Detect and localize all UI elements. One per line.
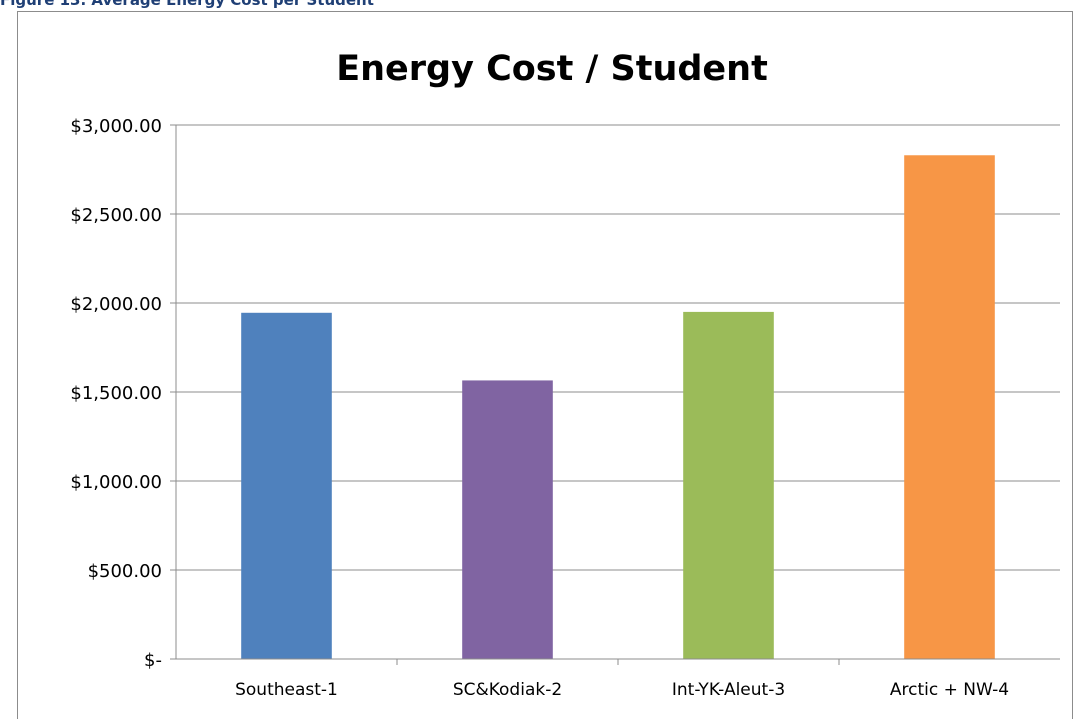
y-tick-label: $1,500.00 (70, 383, 162, 404)
x-tick-label: Int-YK-Aleut-3 (672, 680, 785, 700)
bar-3 (683, 311, 774, 659)
axes (170, 124, 1060, 665)
x-tick-label: Southeast-1 (235, 680, 338, 700)
x-tick-labels: Southeast-1 SC&Kodiak-2 Int-YK-Aleut-3 Arct… (235, 680, 1009, 700)
figure-caption: Figure 13. Average Energy Cost per Stude… (0, 0, 374, 9)
x-tick-label: Arctic + NW-4 (890, 680, 1009, 700)
y-tick-label: $2,500.00 (70, 205, 162, 226)
bars (241, 155, 995, 659)
bar-4 (904, 155, 995, 659)
bar-2 (462, 380, 553, 659)
y-tick-label: $500.00 (88, 561, 162, 582)
y-tick-label: $1,000.00 (70, 472, 162, 493)
y-tick-label: $- (144, 650, 162, 671)
chart-title: Energy Cost / Student (336, 49, 768, 89)
bar-1 (241, 312, 332, 659)
y-tick-label: $3,000.00 (70, 116, 162, 137)
x-tick-label: SC&Kodiak-2 (453, 680, 562, 700)
y-tick-label: $2,000.00 (70, 294, 162, 315)
y-tick-labels: $- $500.00 $1,000.00 $1,500.00 $2,000.00 $2,5… (70, 116, 162, 671)
